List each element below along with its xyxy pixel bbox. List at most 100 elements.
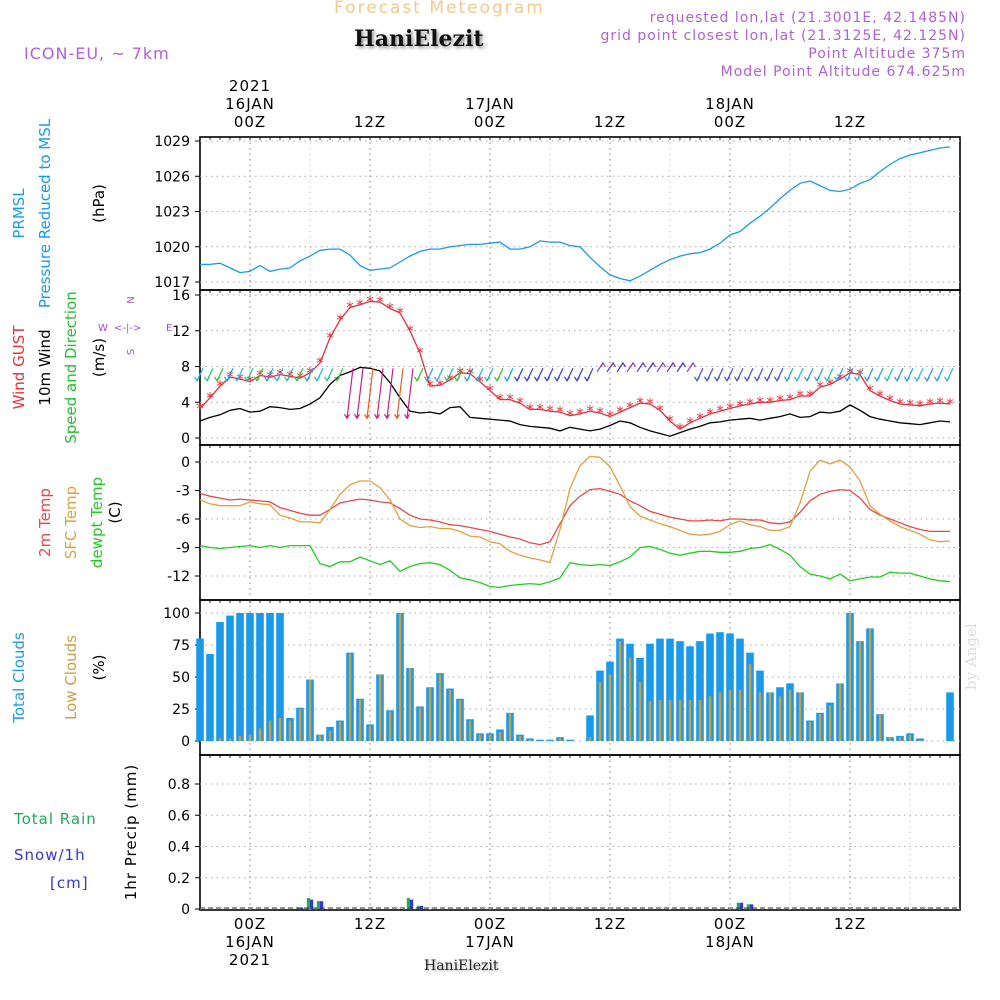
legend-snow: Snow/1h [14,846,86,864]
low-cloud-bar [808,721,812,741]
series-line-wind-gust [199,300,951,430]
gust-marker: * [696,409,704,427]
total-cloud-bar [256,613,264,741]
low-cloud-bar [498,732,502,741]
wind-arrow-head [689,361,697,368]
wind-arrow-head [923,376,931,382]
y-tick-label: 16 [172,288,190,304]
wind-arrow [396,368,404,419]
compass-icon: W <-|-> E N S [98,296,172,355]
y-tick-label: 100 [163,606,190,622]
wind-arrow-head [403,414,411,420]
y-axis-label: (C) [106,501,124,523]
gust-marker: * [246,373,254,391]
legend-label: PRMSL [10,188,28,239]
total-cloud-bar [246,613,254,741]
y-tick-label: 25 [172,702,190,718]
gust-marker: * [926,395,934,413]
low-cloud-bar [828,705,832,741]
legend-snow-unit: [cm] [50,874,89,892]
gust-marker: * [836,370,844,388]
wind-arrow-head [193,376,201,382]
wind-arrow-head [599,361,607,368]
rain-bar [746,904,750,909]
bottom-time-label: 00Z [234,915,266,933]
wind-arrow-head [793,376,801,382]
series-line-sfc-temp [199,455,951,564]
bottom-time-label: 17JAN [465,933,515,951]
wind-arrow [386,368,394,419]
wind-arrow-head [233,376,241,382]
wind-arrow-head [743,376,751,382]
wind-arrow-head [223,376,231,382]
model-label: ICON-EU, ~ 7km [24,44,170,63]
wind-arrow-head [413,376,421,382]
wind-arrow-head [733,376,741,382]
low-cloud-bar [248,734,252,741]
gust-marker: * [676,420,684,438]
wind-arrow-head [679,361,687,368]
wind-arrow-head [773,376,781,382]
gust-marker: * [256,366,264,384]
gust-marker: * [616,403,624,421]
gust-marker: * [286,367,294,385]
gust-marker: * [916,397,924,415]
wind-arrow-head [933,376,941,382]
wind-arrow [346,368,354,419]
gust-marker: * [316,354,324,372]
total-cloud-bar [226,615,234,741]
low-cloud-bar [318,734,322,741]
gust-marker: * [606,408,614,426]
low-cloud-bar [888,737,892,741]
gust-marker: * [546,402,554,420]
gust-marker: * [806,387,814,405]
total-cloud-bar [706,633,714,741]
legend-label: 2m Temp [36,488,54,557]
total-cloud-bar [946,692,954,741]
y-tick-label: -12 [167,569,190,585]
wind-arrow-head [753,376,761,382]
gust-marker: * [686,414,694,432]
gust-marker: * [476,373,484,391]
wind-arrow-head [213,376,221,382]
model-altitude: Model Point Altitude 674.625m [720,64,966,80]
total-cloud-bar [236,613,244,741]
y-tick-label: 75 [172,638,190,654]
wind-arrow-head [273,376,281,382]
panel-frame [199,136,961,291]
total-cloud-bar [196,638,204,741]
gust-marker: * [656,401,664,419]
gust-marker: * [626,399,634,417]
wind-arrow-head [943,376,951,382]
low-cloud-bar [288,720,292,741]
low-cloud-bar [268,720,272,741]
bottom-time-label: 12Z [354,915,386,933]
low-cloud-bar [878,714,882,741]
low-cloud-bar [898,737,902,741]
wind-arrow-head [533,376,541,382]
wind-arrow-head [453,376,461,382]
low-cloud-bar [278,717,282,741]
low-cloud-bar [628,657,632,741]
low-cloud-bar [328,730,332,741]
wind-arrow [406,368,414,419]
rain-bar [736,902,740,909]
top-time-label: 2021 [229,77,271,95]
legend-label: Wind GUST [10,325,28,410]
total-cloud-bar [566,739,574,741]
panel-frame [199,754,961,911]
wind-arrow-head [583,376,591,382]
low-cloud-bar [558,738,562,741]
y-axis-label: 1hr Precip (mm) [122,764,140,900]
y-tick-label: 0 [181,455,190,471]
total-cloud-bar [546,739,554,741]
y-tick-label: 8 [181,360,190,376]
low-cloud-bar [588,737,592,741]
wind-arrow-head [263,376,271,382]
y-tick-label: 4 [181,395,190,411]
low-cloud-bar [758,692,762,741]
bottom-time-label: 18JAN [705,933,755,951]
wind-arrow-head [393,414,401,420]
total-cloud-bar [206,653,214,741]
low-cloud-bar [648,701,652,741]
